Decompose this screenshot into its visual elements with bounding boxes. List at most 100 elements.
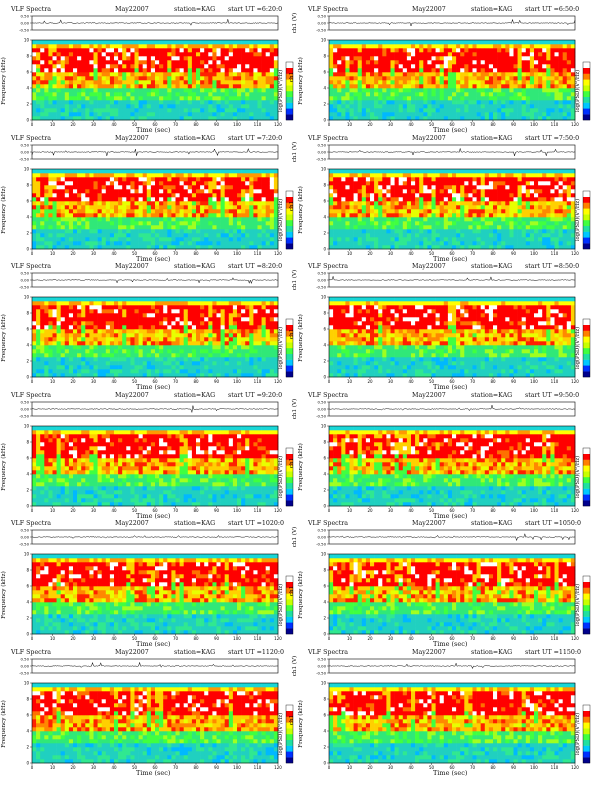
spectrogram-cell	[534, 168, 539, 173]
spectrogram-cell	[241, 96, 246, 101]
frequency-tick-label: 2	[26, 102, 29, 107]
spectrogram-cell	[374, 52, 379, 57]
spectrogram-cell	[89, 192, 94, 197]
spectrogram-cell	[480, 76, 486, 81]
spectrogram-cell	[204, 192, 209, 197]
spectrogram-cell	[191, 112, 197, 117]
spectrogram-cell	[171, 80, 176, 85]
spectrogram-cell	[150, 216, 156, 221]
spectrogram-cell	[427, 76, 432, 81]
spectrogram-cell	[77, 168, 82, 173]
spectrogram-cell	[232, 216, 238, 221]
spectrogram-cell	[253, 96, 258, 101]
spectrogram-cell	[480, 56, 486, 61]
spectrogram-cell	[521, 232, 527, 237]
spectrogram-cell	[232, 68, 238, 73]
spectrogram-cell	[406, 84, 412, 89]
spectrogram-cell	[562, 92, 568, 97]
spectrogram-cell	[155, 60, 160, 65]
spectrogram-cell	[546, 48, 551, 53]
spectrogram-cell	[406, 92, 412, 97]
spectrogram-cell	[341, 244, 346, 249]
spectrogram-cell	[89, 200, 94, 205]
spectrogram-cell	[232, 196, 238, 201]
spectrogram-cell	[130, 44, 135, 49]
spectrogram-cell	[138, 60, 143, 65]
spectrogram-cell	[394, 220, 399, 225]
spectrogram-cell	[269, 220, 275, 225]
spectrogram-cell	[269, 52, 275, 57]
spectrogram-cell	[353, 244, 358, 249]
spectrogram-cell	[390, 60, 395, 65]
spectrogram-cell	[200, 212, 205, 217]
colorbar-segment	[583, 108, 590, 115]
spectrogram-cell	[36, 84, 41, 89]
spectrogram-cell	[122, 204, 127, 209]
spectrogram-cell	[464, 232, 469, 237]
spectrogram-cell	[452, 88, 457, 93]
spectrogram-cell	[382, 72, 387, 77]
spectrogram-cell	[406, 48, 412, 53]
spectrogram-cell	[488, 52, 494, 57]
spectrogram-cell	[554, 216, 559, 221]
spectrogram-cell	[52, 64, 57, 69]
spectrogram-cell	[52, 88, 57, 93]
spectrogram-cell	[501, 116, 506, 121]
spectrogram-cell	[394, 232, 399, 237]
spectrogram-cell	[534, 84, 539, 89]
spectrogram-cell	[468, 68, 473, 73]
spectrogram-cell	[378, 84, 383, 89]
spectrogram-cell	[269, 188, 275, 193]
spectrogram-cell	[97, 168, 102, 173]
spectrogram-cell	[138, 80, 143, 85]
spectrogram-cell	[427, 68, 432, 73]
spectrogram-cell	[97, 176, 102, 181]
spectrogram-cell	[273, 40, 279, 45]
spectrogram-cell	[411, 184, 416, 189]
spectrogram-cell	[265, 208, 271, 213]
spectrogram-cell	[550, 92, 555, 97]
spectrogram-cell	[52, 172, 57, 177]
spectrogram-cell	[187, 168, 193, 173]
spectrogram-cell	[382, 112, 387, 117]
spectrogram-cell	[525, 72, 531, 77]
spectrogram-cell	[232, 104, 238, 109]
spectrogram-cell	[493, 220, 498, 225]
spectrogram-cell	[501, 64, 506, 69]
spectrogram-cell	[472, 92, 477, 97]
spectrogram-cell	[130, 60, 135, 65]
spectrogram-cell	[159, 192, 164, 197]
spectrogram-cell	[167, 100, 172, 105]
spectrogram-cell	[447, 56, 453, 61]
spectrogram-cell	[517, 236, 522, 241]
spectrogram-cell	[60, 112, 66, 117]
spectrogram-cell	[349, 168, 354, 173]
spectrogram-cell	[81, 216, 86, 221]
spectrogram-cell	[382, 108, 387, 113]
spectrogram-cell	[382, 236, 387, 241]
spectrogram-cell	[378, 40, 383, 45]
spectrogram-cell	[480, 216, 486, 221]
spectrogram-cell	[447, 172, 453, 177]
spectrogram-cell	[273, 180, 279, 185]
spectrogram-cell	[374, 180, 379, 185]
spectrogram-cell	[406, 44, 412, 49]
spectrogram-cell	[146, 224, 152, 229]
spectrogram-cell	[435, 236, 440, 241]
spectrogram-cell	[249, 192, 254, 197]
spectrogram-cell	[159, 112, 164, 117]
spectrogram-cell	[386, 104, 391, 109]
spectrogram-cell	[562, 104, 568, 109]
spectrogram-cell	[398, 192, 404, 197]
spectra-panel: VLF Spectra May22007 station=KAG start UT =…	[289, 135, 603, 263]
spectrogram-cell	[237, 236, 242, 241]
spectrogram-cell	[402, 228, 408, 233]
spectrogram-cell	[109, 60, 115, 65]
spectrogram-cell	[220, 236, 225, 241]
spectrogram-cell	[529, 48, 535, 53]
spectrogram-cell	[484, 112, 490, 117]
spectrogram-cell	[394, 60, 399, 65]
spectrogram-cell	[476, 72, 481, 77]
spectrogram-cell	[241, 240, 246, 245]
spectrogram-cell	[566, 228, 572, 233]
